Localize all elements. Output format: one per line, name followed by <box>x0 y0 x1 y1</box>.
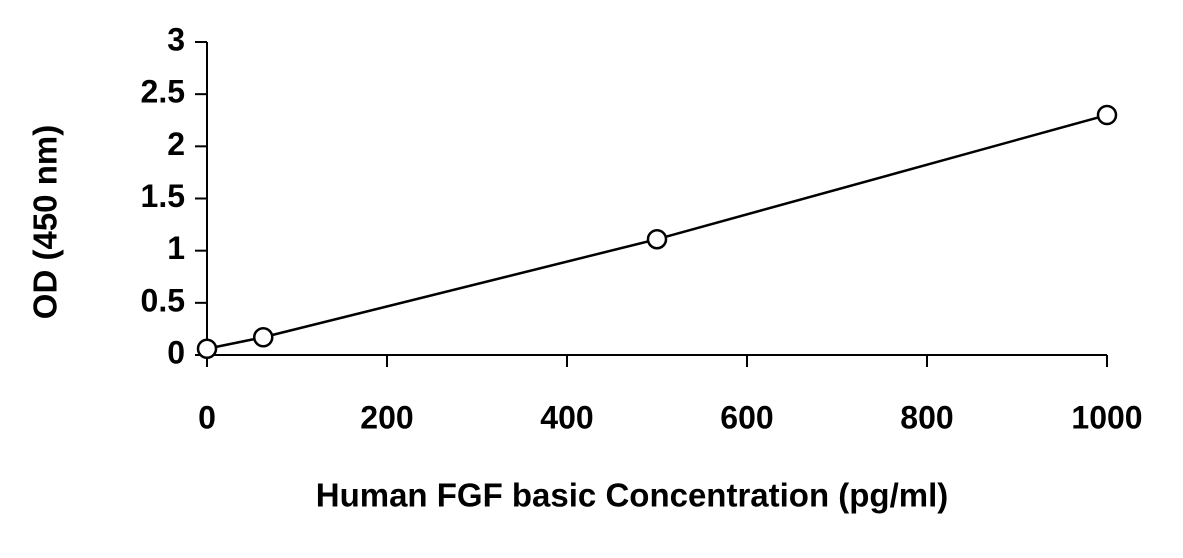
x-axis-title: Human FGF basic Concentration (pg/ml) <box>316 477 949 514</box>
data-point <box>196 338 218 359</box>
x-tick-label: 600 <box>720 399 773 435</box>
x-tick-label: 1000 <box>1071 399 1142 435</box>
y-tick-label: 2 <box>167 126 185 162</box>
x-tick-label: 800 <box>900 399 953 435</box>
x-tick-label: 200 <box>360 399 413 435</box>
fit-line <box>206 113 1108 350</box>
data-point <box>1096 104 1118 126</box>
y-tick-label: 0.5 <box>141 282 185 318</box>
x-tick-label: 400 <box>540 399 593 435</box>
y-tick-label: 3 <box>167 21 185 57</box>
y-tick-label: 2.5 <box>141 74 185 110</box>
y-tick-label: 0 <box>167 334 185 370</box>
data-point <box>253 327 274 348</box>
data-point <box>646 228 668 250</box>
y-tick-label: 1.5 <box>141 178 185 214</box>
y-axis-title: OD (450 nm) <box>27 125 64 319</box>
x-tick-label: 0 <box>198 399 216 435</box>
y-tick-label: 1 <box>167 230 185 266</box>
